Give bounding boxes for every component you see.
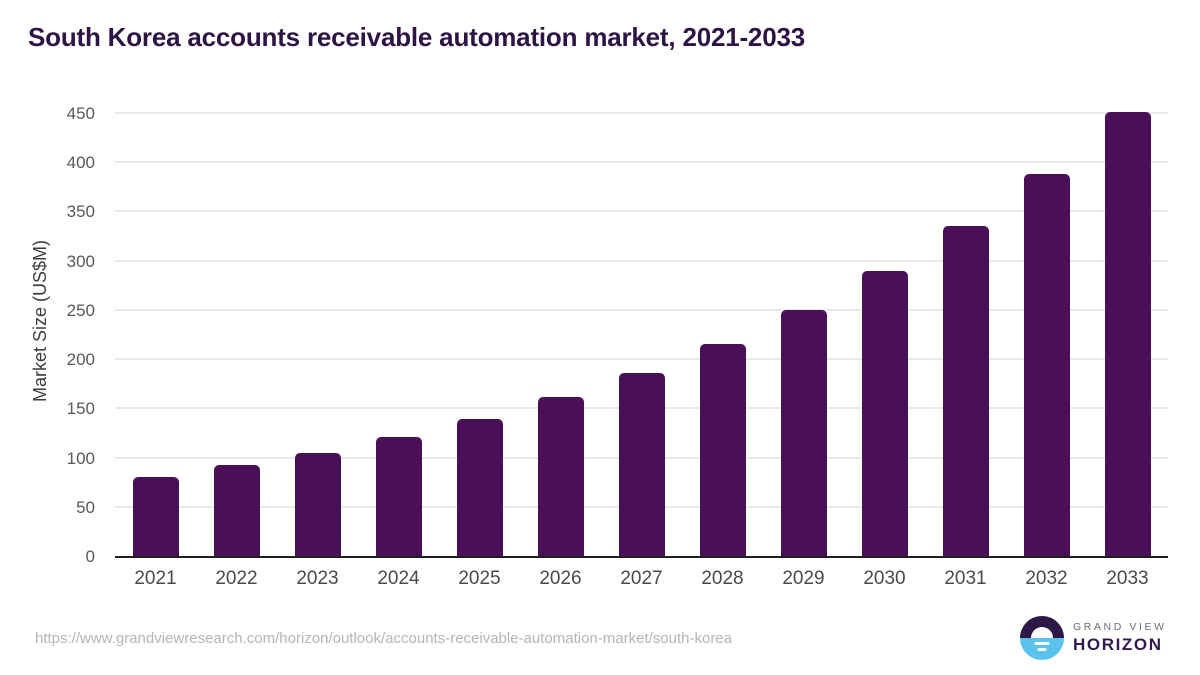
gridline	[115, 111, 1168, 114]
source-url: https://www.grandviewresearch.com/horizo…	[35, 630, 732, 647]
horizon-reflection-line	[1037, 648, 1047, 651]
bar-2023[interactable]	[294, 452, 341, 556]
horizon-reflection-line	[1034, 642, 1050, 645]
y-tick-label: 200	[66, 350, 95, 370]
logo-brand-bottom: HORIZON	[1073, 635, 1163, 654]
logo-text: GRAND VIEW HORIZON	[1073, 621, 1167, 655]
bar-2032[interactable]	[1023, 173, 1070, 556]
x-tick-label: 2026	[539, 568, 582, 589]
bar-2022[interactable]	[213, 465, 260, 556]
gridline	[115, 259, 1168, 262]
x-tick-label: 2028	[701, 568, 744, 589]
gridline	[115, 358, 1168, 361]
plot-area	[115, 100, 1168, 558]
y-tick-label: 300	[66, 251, 95, 271]
bar-2028[interactable]	[699, 344, 746, 556]
x-tick-label: 2029	[782, 568, 825, 589]
x-tick-label: 2024	[377, 568, 420, 589]
x-axis-tick-labels: 2021 2022 2023 2024 2025 2026 2027 2028 2029 2030…	[115, 568, 1168, 594]
y-tick-label: 50	[76, 497, 95, 517]
x-tick-label: 2025	[458, 568, 501, 589]
x-tick-label: 2031	[944, 568, 987, 589]
x-tick-label: 2023	[296, 568, 339, 589]
horizon-sunrise-icon	[1020, 616, 1064, 660]
x-tick-label: 2022	[215, 568, 258, 589]
bar-2029[interactable]	[780, 309, 827, 556]
x-tick-label: 2030	[863, 568, 906, 589]
bar-2025[interactable]	[456, 419, 503, 556]
sun-dome-shape	[1031, 627, 1053, 638]
y-tick-label: 400	[66, 153, 95, 173]
bar-2031[interactable]	[942, 226, 989, 556]
y-tick-label: 250	[66, 300, 95, 320]
x-tick-label: 2032	[1025, 568, 1068, 589]
bar-2026[interactable]	[537, 397, 584, 556]
y-tick-label: 350	[66, 202, 95, 222]
bar-2033[interactable]	[1104, 111, 1151, 556]
x-tick-label: 2021	[134, 568, 177, 589]
grand-view-horizon-logo: GRAND VIEW HORIZON	[1020, 616, 1167, 660]
bar-2030[interactable]	[861, 271, 908, 556]
gridline	[115, 308, 1168, 311]
y-tick-label: 150	[66, 399, 95, 419]
y-tick-label: 450	[66, 103, 95, 123]
gridline	[115, 161, 1168, 164]
x-tick-label: 2027	[620, 568, 663, 589]
bar-2027[interactable]	[618, 372, 665, 556]
bar-2024[interactable]	[375, 436, 422, 556]
logo-brand-top: GRAND VIEW	[1073, 621, 1167, 633]
y-tick-label: 0	[85, 547, 95, 566]
y-tick-label: 100	[66, 448, 95, 468]
chart-title: South Korea accounts receivable automati…	[28, 22, 805, 52]
gridline	[115, 210, 1168, 213]
y-axis-tick-labels: 0 50 100 150 200 250 300 350 400 450	[0, 100, 95, 566]
bar-2021[interactable]	[132, 477, 179, 556]
x-tick-label: 2033	[1106, 568, 1149, 589]
